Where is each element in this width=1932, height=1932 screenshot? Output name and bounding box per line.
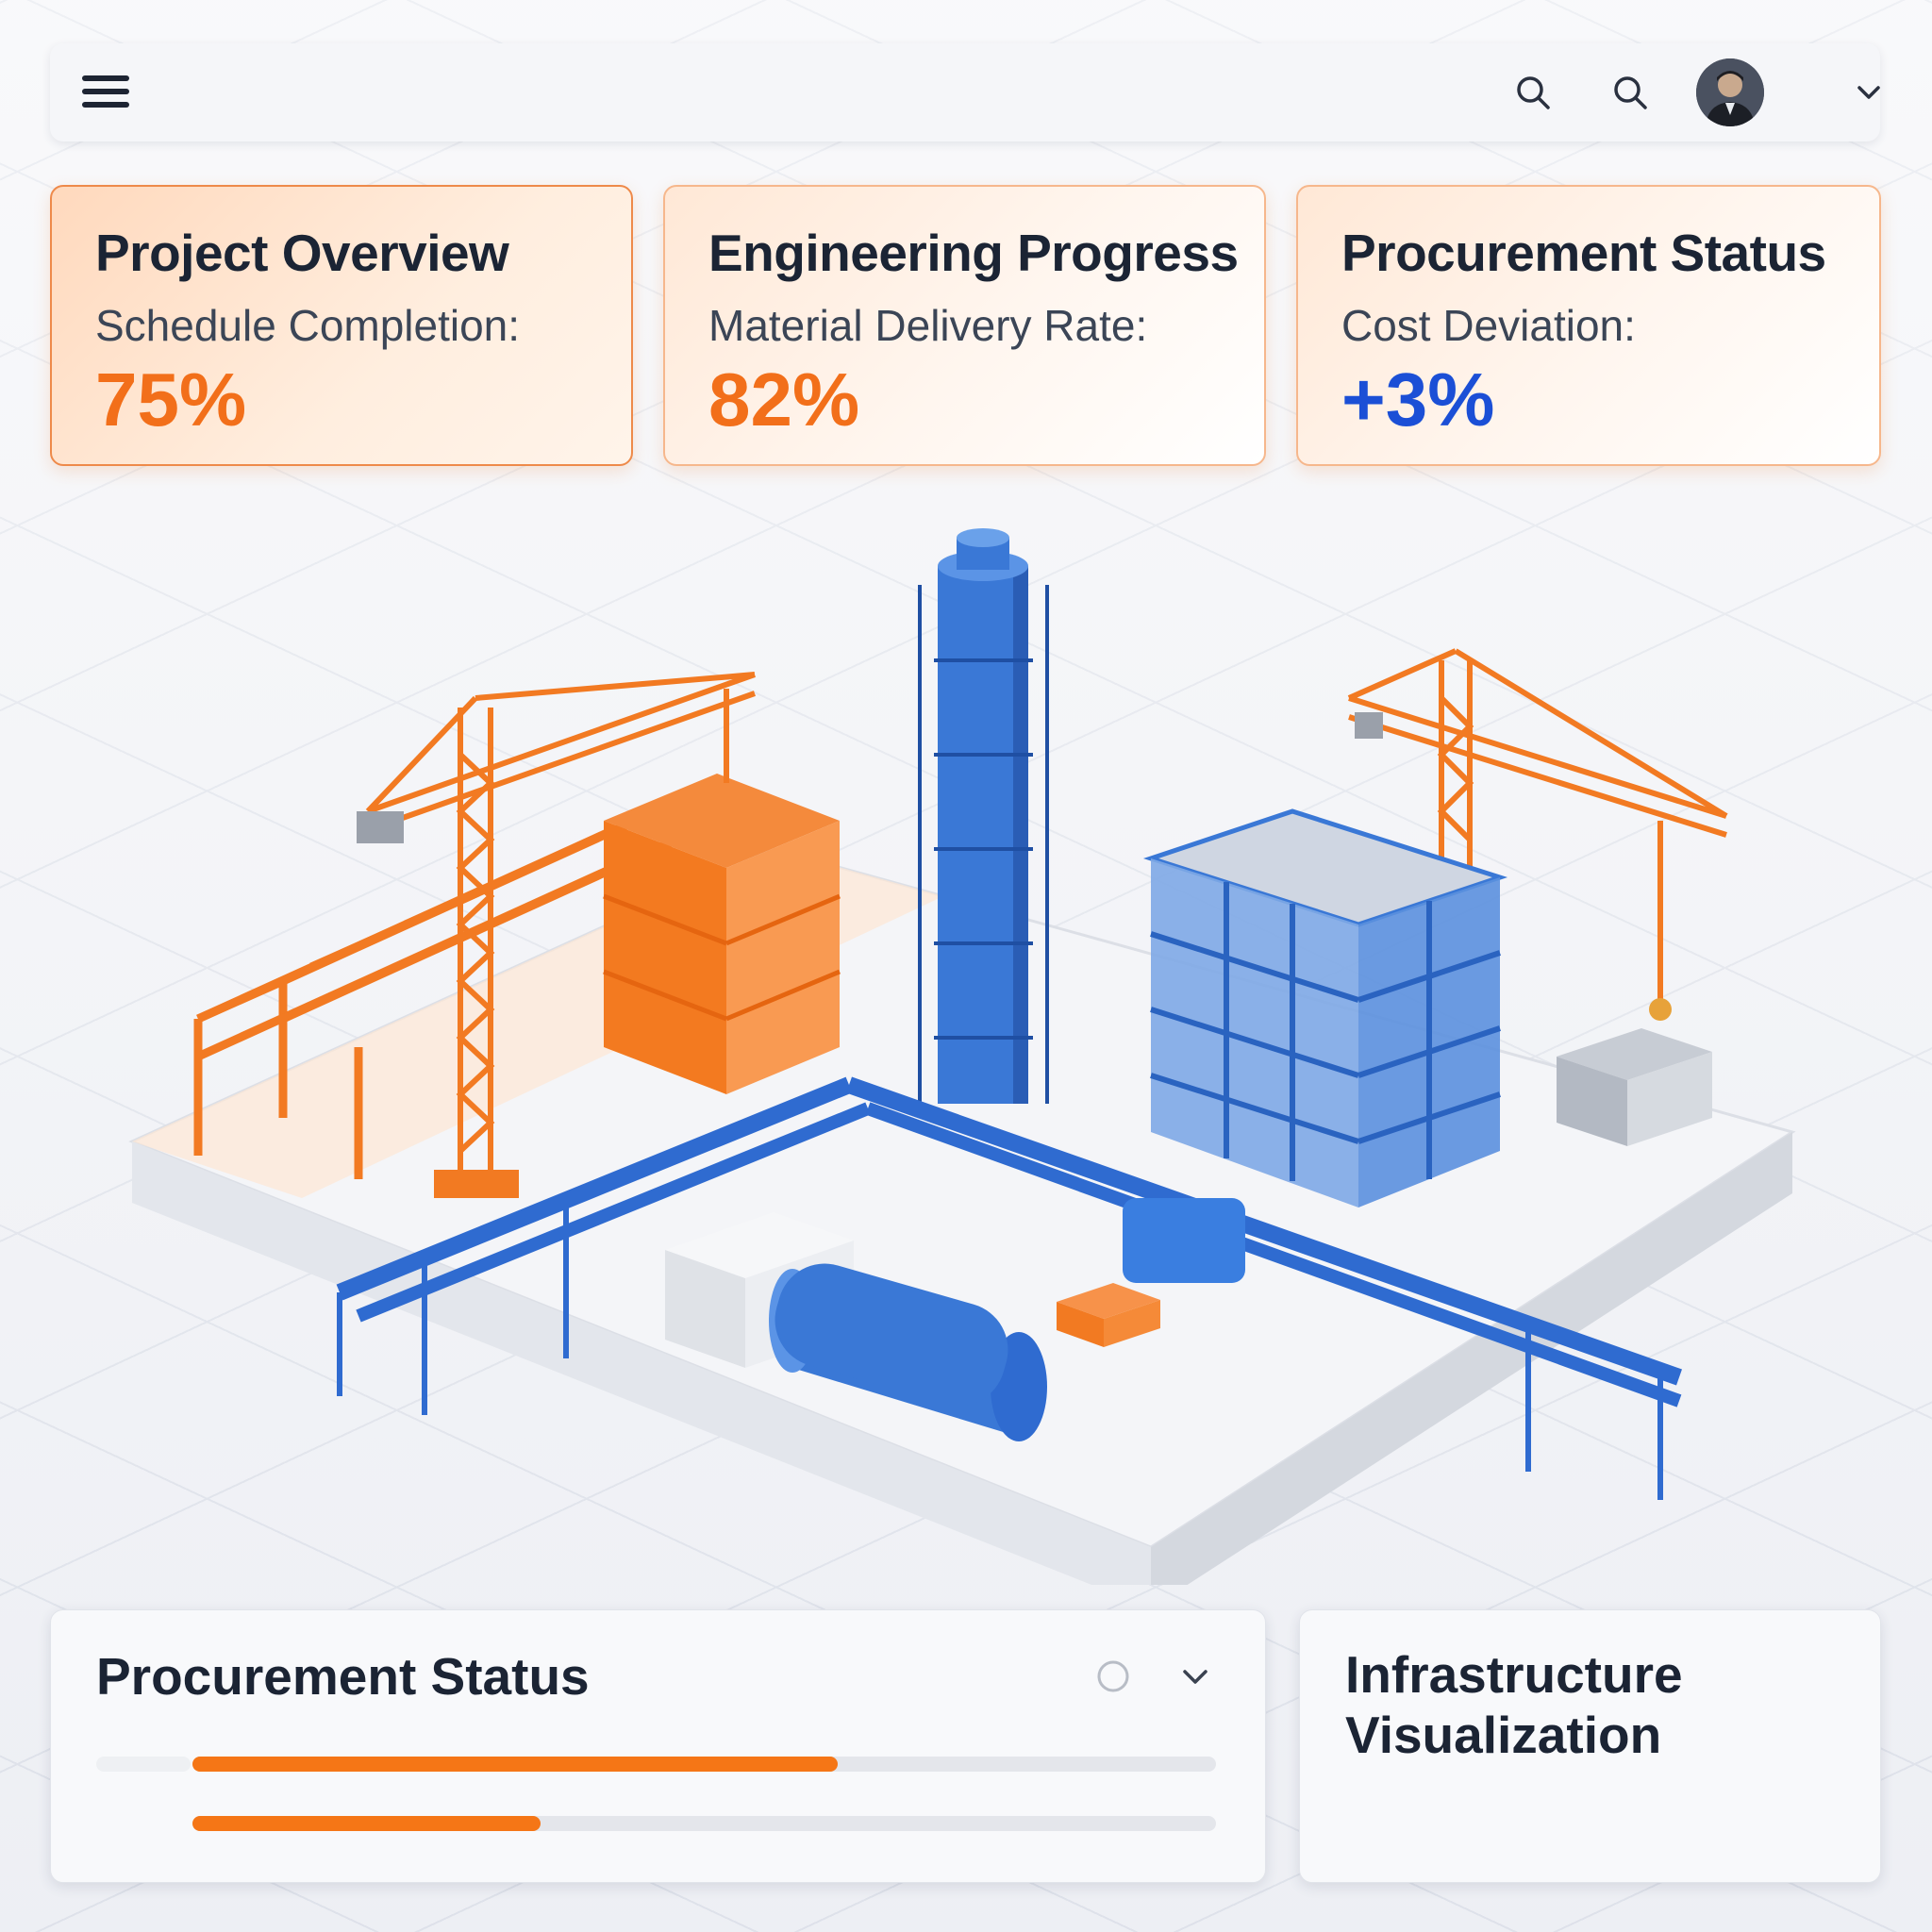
- avatar[interactable]: [1696, 58, 1764, 126]
- panel-title: Infrastructure Visualization: [1345, 1645, 1683, 1764]
- search-icon[interactable]: [1512, 72, 1554, 113]
- card-title: Project Overview: [95, 224, 509, 282]
- tower-crane-right: [1347, 648, 1728, 1000]
- card-value: 82%: [708, 358, 860, 441]
- progress-fill: [192, 1816, 541, 1831]
- card-label: Cost Deviation:: [1341, 301, 1636, 350]
- panel-title: Procurement Status: [96, 1647, 590, 1706]
- procurement-status-panel: Procurement Status: [50, 1609, 1266, 1883]
- chevron-down-icon[interactable]: [1854, 72, 1884, 113]
- card-title: Engineering Progress: [708, 224, 1239, 282]
- card-label: Schedule Completion:: [95, 301, 521, 350]
- distillation-column: [918, 528, 1049, 1104]
- tower-crane-left: [365, 672, 757, 1179]
- plant-3d-model[interactable]: [0, 491, 1932, 1585]
- progress-label-placeholder: [96, 1757, 191, 1772]
- blue-process-building: [1142, 808, 1508, 1208]
- project-overview-card[interactable]: Project Overview Schedule Completion: 75…: [50, 185, 633, 466]
- horizontal-tank: [769, 1263, 1047, 1441]
- card-label: Material Delivery Rate:: [708, 301, 1148, 350]
- progress-track: [192, 1757, 1216, 1772]
- pipe-rack: [336, 1076, 1682, 1500]
- search-icon[interactable]: [1609, 72, 1651, 113]
- card-value: 75%: [95, 358, 247, 441]
- top-navigation-bar: [50, 43, 1880, 142]
- card-value: +3%: [1341, 358, 1495, 441]
- chevron-down-icon[interactable]: [1178, 1659, 1212, 1693]
- progress-track: [192, 1816, 1216, 1831]
- infrastructure-visualization-panel[interactable]: Infrastructure Visualization: [1299, 1609, 1881, 1883]
- progress-fill: [192, 1757, 838, 1772]
- engineering-progress-card[interactable]: Engineering Progress Material Delivery R…: [663, 185, 1266, 466]
- menu-icon[interactable]: [82, 75, 129, 109]
- procurement-status-card[interactable]: Procurement Status Cost Deviation: +3%: [1296, 185, 1881, 466]
- status-circle-icon[interactable]: [1096, 1659, 1130, 1693]
- card-title: Procurement Status: [1341, 224, 1826, 282]
